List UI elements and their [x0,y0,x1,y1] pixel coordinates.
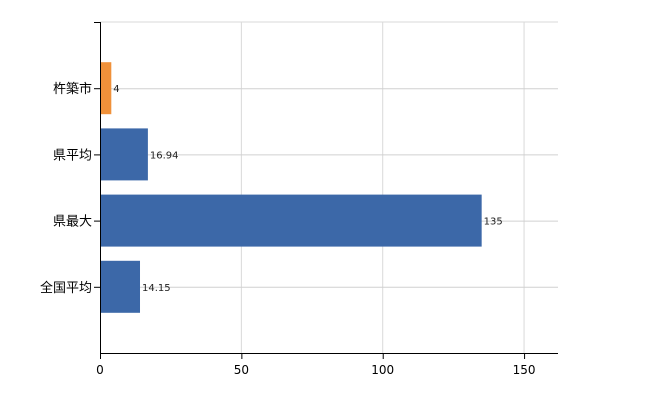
y-tick-label: 全国平均 [40,280,92,296]
data-label: 135 [484,217,503,228]
x-tick-label: 150 [513,363,536,377]
y-tick-label: 県最大 [53,215,92,230]
bar [100,260,141,313]
y-tick-label: 杵築市 [53,81,92,97]
bar [100,128,148,181]
data-label: 4 [113,84,119,95]
x-tick-label: 50 [234,363,249,377]
x-tick-label: 0 [96,363,104,377]
data-label: 16.94 [150,150,179,161]
y-tick-label: 県平均 [53,148,92,163]
x-tick-label: 100 [371,363,394,377]
data-label: 14.15 [142,283,171,294]
bar [100,194,482,247]
bar [100,62,112,115]
